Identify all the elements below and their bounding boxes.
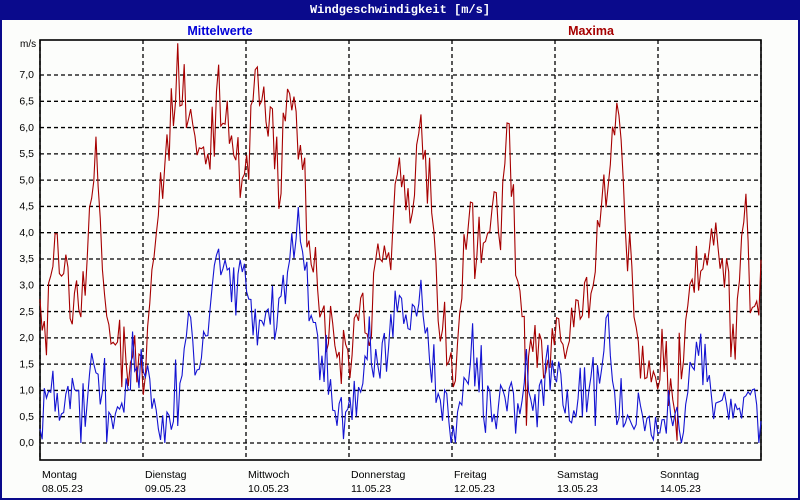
- svg-text:Donnerstag: Donnerstag: [351, 469, 405, 481]
- svg-text:08.05.23: 08.05.23: [42, 483, 83, 495]
- svg-text:6,0: 6,0: [19, 122, 34, 134]
- svg-text:12.05.23: 12.05.23: [454, 483, 495, 495]
- svg-text:5,5: 5,5: [19, 148, 34, 160]
- svg-text:3,0: 3,0: [19, 279, 34, 291]
- svg-text:4,5: 4,5: [19, 201, 34, 213]
- svg-text:Dienstag: Dienstag: [145, 469, 187, 481]
- svg-text:1,5: 1,5: [19, 358, 34, 370]
- svg-text:Montag: Montag: [42, 469, 77, 481]
- svg-text:m/s: m/s: [20, 39, 36, 50]
- svg-text:0,0: 0,0: [19, 437, 34, 449]
- svg-text:5,0: 5,0: [19, 174, 34, 186]
- svg-text:7,0: 7,0: [19, 69, 34, 81]
- svg-text:Mittwoch: Mittwoch: [248, 469, 290, 481]
- svg-text:0,5: 0,5: [19, 411, 34, 423]
- svg-text:6,5: 6,5: [19, 95, 34, 107]
- svg-text:Sonntag: Sonntag: [660, 469, 699, 481]
- svg-text:2,0: 2,0: [19, 332, 34, 344]
- svg-text:11.05.23: 11.05.23: [351, 483, 391, 495]
- svg-text:3,5: 3,5: [19, 253, 34, 265]
- svg-text:1,0: 1,0: [19, 385, 34, 397]
- svg-text:14.05.23: 14.05.23: [660, 483, 701, 495]
- svg-text:Samstag: Samstag: [557, 469, 599, 481]
- svg-text:Freitag: Freitag: [454, 469, 487, 481]
- svg-text:2,5: 2,5: [19, 306, 34, 318]
- svg-text:10.05.23: 10.05.23: [248, 483, 289, 495]
- svg-text:4,0: 4,0: [19, 227, 34, 239]
- svg-text:09.05.23: 09.05.23: [145, 483, 186, 495]
- svg-text:13.05.23: 13.05.23: [557, 483, 598, 495]
